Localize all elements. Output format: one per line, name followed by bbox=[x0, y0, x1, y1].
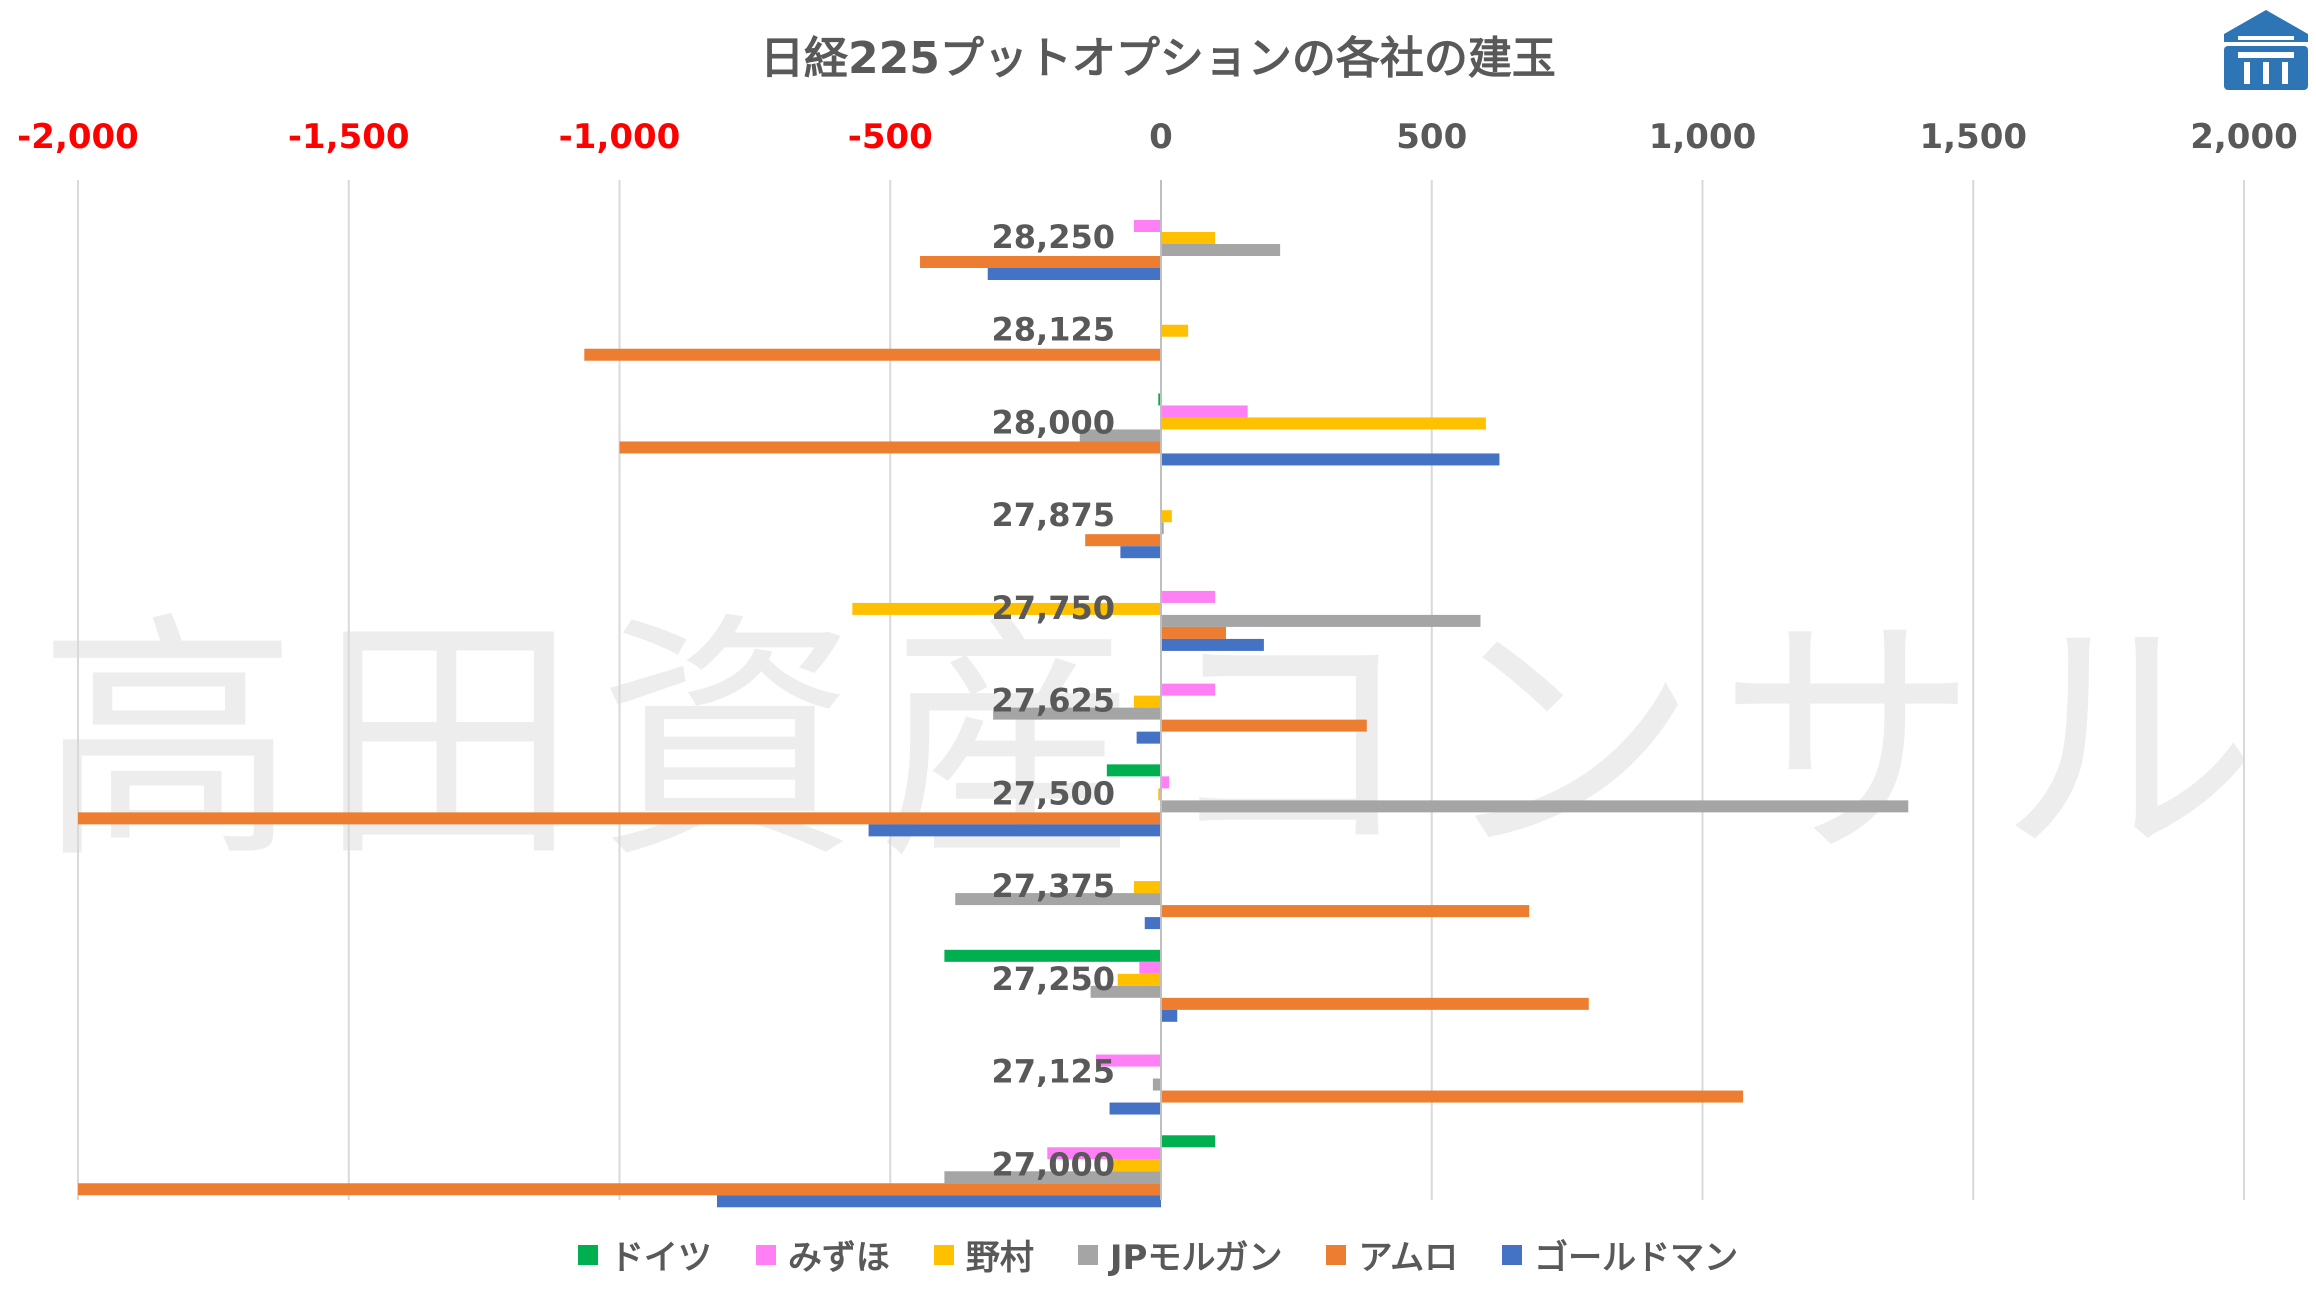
x-tick-label: -1,000 bbox=[559, 117, 681, 157]
bar bbox=[1112, 1159, 1161, 1172]
bar bbox=[78, 812, 1161, 825]
bar bbox=[1161, 683, 1216, 696]
bar bbox=[1161, 626, 1226, 639]
bar bbox=[1096, 1054, 1161, 1067]
bar bbox=[1109, 1102, 1161, 1115]
bar bbox=[1144, 917, 1161, 930]
legend-item: ドイツ bbox=[577, 1230, 712, 1279]
bar bbox=[1161, 719, 1367, 732]
bar bbox=[1161, 800, 1909, 813]
legend-item: ゴールドマン bbox=[1502, 1230, 1738, 1279]
legend-label: アムロ bbox=[1358, 1238, 1459, 1278]
bar bbox=[1161, 638, 1264, 651]
legend-swatch bbox=[577, 1244, 598, 1265]
bar bbox=[1161, 417, 1486, 430]
legend-swatch bbox=[1502, 1244, 1523, 1265]
bar bbox=[1161, 590, 1216, 603]
bar bbox=[1120, 546, 1161, 559]
bar bbox=[716, 1195, 1161, 1208]
bar bbox=[993, 707, 1161, 720]
legend-swatch bbox=[1326, 1244, 1347, 1265]
legend-swatch bbox=[755, 1244, 776, 1265]
bar bbox=[1139, 961, 1161, 974]
bar bbox=[1133, 881, 1161, 894]
bar bbox=[1161, 324, 1189, 337]
legend-label: 野村 bbox=[965, 1238, 1034, 1278]
bar bbox=[1161, 244, 1281, 256]
bar bbox=[1161, 1090, 1744, 1103]
category-label: 28,125 bbox=[992, 311, 1115, 349]
x-tick-label: -500 bbox=[848, 117, 933, 157]
bar bbox=[1079, 429, 1161, 442]
bar bbox=[1161, 522, 1164, 535]
chart-legend: ドイツ みずほ 野村 JPモルガン アムロ ゴールドマン bbox=[0, 1230, 2316, 1279]
bar bbox=[944, 1171, 1161, 1184]
category-label: 27,875 bbox=[992, 496, 1115, 534]
bar bbox=[1136, 731, 1161, 744]
bar bbox=[619, 441, 1161, 454]
bar bbox=[1161, 614, 1481, 627]
bar bbox=[1158, 788, 1161, 801]
bar bbox=[955, 893, 1161, 906]
bar bbox=[1085, 534, 1161, 547]
category-label: 27,125 bbox=[992, 1053, 1115, 1091]
bar bbox=[1161, 405, 1248, 418]
legend-item: みずほ bbox=[755, 1230, 890, 1279]
x-tick-label: 500 bbox=[1396, 117, 1467, 157]
x-tick-label: -1,500 bbox=[288, 117, 410, 157]
bar bbox=[1161, 1009, 1178, 1022]
bar bbox=[1047, 1147, 1161, 1160]
x-tick-label: 2,000 bbox=[2190, 117, 2298, 157]
x-tick-label: 1,500 bbox=[1919, 117, 2027, 157]
bar bbox=[920, 256, 1161, 268]
legend-label: ゴールドマン bbox=[1534, 1238, 1739, 1278]
category-label: 27,500 bbox=[992, 774, 1115, 812]
bar bbox=[1161, 1135, 1216, 1148]
legend-swatch bbox=[1077, 1244, 1098, 1265]
category-label: 28,250 bbox=[992, 218, 1115, 256]
bar bbox=[944, 949, 1161, 962]
bar bbox=[1133, 220, 1161, 232]
bar bbox=[1117, 973, 1161, 986]
legend-item: アムロ bbox=[1326, 1230, 1458, 1279]
category-label: 27,750 bbox=[992, 589, 1115, 627]
category-label: 27,250 bbox=[992, 960, 1115, 998]
category-label: 27,625 bbox=[992, 682, 1115, 720]
legend-item: 野村 bbox=[933, 1230, 1034, 1279]
bar bbox=[1161, 905, 1530, 918]
legend-label: ドイツ bbox=[609, 1238, 712, 1278]
category-label: 28,000 bbox=[992, 403, 1115, 441]
legend-label: JPモルガン bbox=[1109, 1238, 1283, 1278]
x-tick-label: 1,000 bbox=[1649, 117, 1757, 157]
bar bbox=[1133, 695, 1161, 708]
legend-label: みずほ bbox=[787, 1238, 890, 1278]
bar bbox=[1161, 510, 1172, 523]
category-label: 27,000 bbox=[992, 1145, 1115, 1183]
bar bbox=[1161, 997, 1589, 1010]
bar bbox=[1161, 232, 1216, 244]
legend-swatch bbox=[933, 1244, 954, 1265]
bar bbox=[987, 268, 1161, 280]
x-tick-label: -2,000 bbox=[17, 117, 139, 157]
company-logo-icon bbox=[2224, 10, 2308, 90]
bar bbox=[1152, 1078, 1161, 1091]
bar bbox=[1161, 776, 1170, 789]
bar bbox=[1090, 985, 1161, 998]
category-label: 27,375 bbox=[992, 867, 1115, 905]
legend-item: JPモルガン bbox=[1077, 1230, 1283, 1279]
bar bbox=[78, 1183, 1161, 1196]
x-tick-label: 0 bbox=[1149, 117, 1173, 157]
bar bbox=[1161, 453, 1500, 466]
bar bbox=[1106, 764, 1161, 777]
bar bbox=[852, 602, 1161, 615]
bar bbox=[868, 824, 1161, 837]
bar bbox=[584, 348, 1161, 361]
bar bbox=[1158, 393, 1161, 406]
chart-title: 日経225プットオプションの各社の建玉 bbox=[760, 33, 1556, 84]
